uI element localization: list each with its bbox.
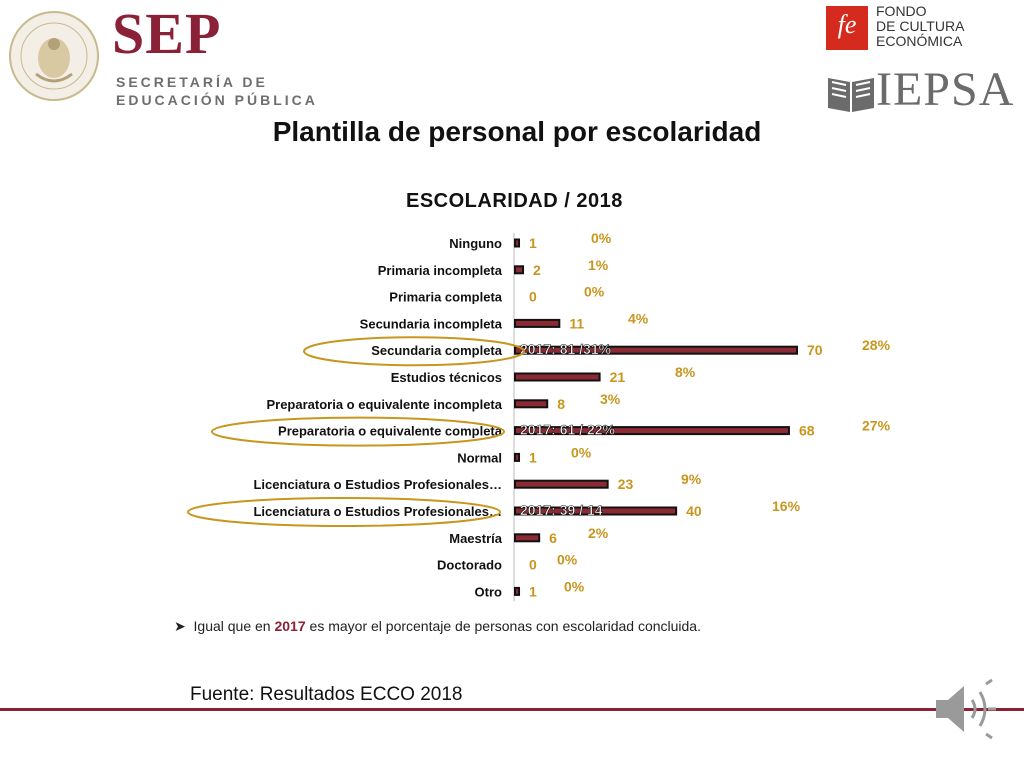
sep-seal-logo: [9, 11, 99, 101]
y-tick-label: Licenciatura o Estudios Profesionales…: [253, 477, 502, 492]
y-tick-label: Estudios técnicos: [391, 370, 502, 385]
speaker-icon[interactable]: [928, 676, 998, 742]
data-label-value: 1: [529, 583, 537, 599]
annotation-2017: 2017: 81 /31%: [520, 341, 612, 357]
y-tick-label: Preparatoria o equivalente completa: [278, 424, 503, 439]
data-label-percent: 8%: [675, 364, 696, 380]
y-tick-label: Primaria incompleta: [378, 263, 503, 278]
bar: [514, 426, 790, 436]
data-label-value: 1: [529, 235, 537, 251]
y-tick-label: Secundaria completa: [371, 343, 503, 358]
data-label-percent: 27%: [862, 418, 891, 434]
bar: [514, 345, 798, 355]
note-prefix: Igual que en: [193, 618, 275, 634]
highlight-ellipse: [303, 336, 525, 367]
bar: [514, 318, 561, 328]
y-tick-label: Otro: [475, 584, 503, 599]
data-label-percent: 0%: [591, 230, 612, 246]
data-label-percent: 4%: [628, 310, 649, 326]
data-label-percent: 1%: [588, 257, 609, 273]
y-tick-label: Licenciatura o Estudios Profesionales…: [253, 504, 502, 519]
chart-note: ➤ Igual que en 2017 es mayor el porcenta…: [174, 618, 701, 635]
y-tick-label: Secundaria incompleta: [360, 316, 503, 331]
bar: [514, 452, 521, 462]
slide-title: Plantilla de personal por escolaridad: [272, 116, 762, 147]
data-label-value: 40: [686, 503, 702, 519]
annotation-2017: 2017: 39 / 14: [520, 502, 603, 518]
data-label-value: 21: [610, 369, 626, 385]
data-label-percent: 0%: [564, 578, 585, 594]
y-tick-label: Preparatoria o equivalente incompleta: [266, 397, 502, 412]
bar: [514, 238, 521, 248]
bar: [514, 265, 525, 275]
y-tick-label: Primaria completa: [389, 290, 502, 305]
chart-title: ESCOLARIDAD / 2018: [406, 190, 623, 212]
data-label-percent: 0%: [557, 552, 578, 568]
bar: [514, 399, 549, 409]
sep-subtitle-line1: SECRETARÍA DE: [116, 74, 268, 90]
bar: [514, 479, 609, 489]
data-label-value: 0: [529, 289, 537, 305]
data-label-value: 23: [618, 476, 634, 492]
annotation-2017: 2017: 61 / 22%: [520, 422, 616, 438]
footer-divider: [0, 708, 1024, 711]
bar: [514, 372, 601, 382]
data-label-percent: 16%: [772, 498, 801, 514]
bar: [514, 586, 521, 596]
svg-text:fe: fe: [838, 10, 857, 39]
y-tick-label: Ninguno: [449, 236, 502, 251]
data-label-percent: 0%: [571, 444, 592, 460]
arrow-bullet-icon: ➤: [174, 618, 194, 634]
data-label-percent: 9%: [681, 471, 702, 487]
sep-subtitle-line2: EDUCACIÓN PÚBLICA: [116, 92, 318, 108]
note-suffix: es mayor el porcentaje de personas con e…: [305, 618, 701, 634]
highlight-ellipse: [211, 416, 505, 447]
data-label-percent: 3%: [600, 391, 621, 407]
fce-logo: fe: [826, 6, 868, 50]
bar: [514, 533, 541, 543]
y-tick-label: Doctorado: [437, 558, 502, 573]
sep-logo-text: SEP: [112, 1, 222, 66]
source-text: Fuente: Resultados ECCO 2018: [190, 684, 463, 705]
y-tick-label: Normal: [457, 450, 502, 465]
note-year: 2017: [274, 618, 306, 634]
bar: [514, 506, 678, 516]
data-label-percent: 2%: [588, 525, 609, 541]
data-label-value: 2: [533, 262, 541, 278]
highlight-ellipse: [187, 497, 501, 527]
data-label-percent: 0%: [584, 284, 605, 300]
iepsa-logo-text: IEPSA: [876, 63, 1015, 116]
data-label-value: 68: [799, 423, 815, 439]
data-label-value: 11: [569, 315, 584, 331]
y-tick-label: Maestría: [449, 531, 503, 546]
iepsa-book-icon: [828, 78, 874, 112]
data-label-value: 8: [557, 396, 565, 412]
fce-logo-text: FONDO DE CULTURA ECONÓMICA: [876, 3, 965, 49]
data-label-value: 70: [807, 342, 823, 358]
data-label-value: 6: [549, 530, 557, 546]
data-label-value: 1: [529, 449, 537, 465]
data-label-value: 0: [529, 557, 537, 573]
data-label-percent: 28%: [862, 337, 891, 353]
